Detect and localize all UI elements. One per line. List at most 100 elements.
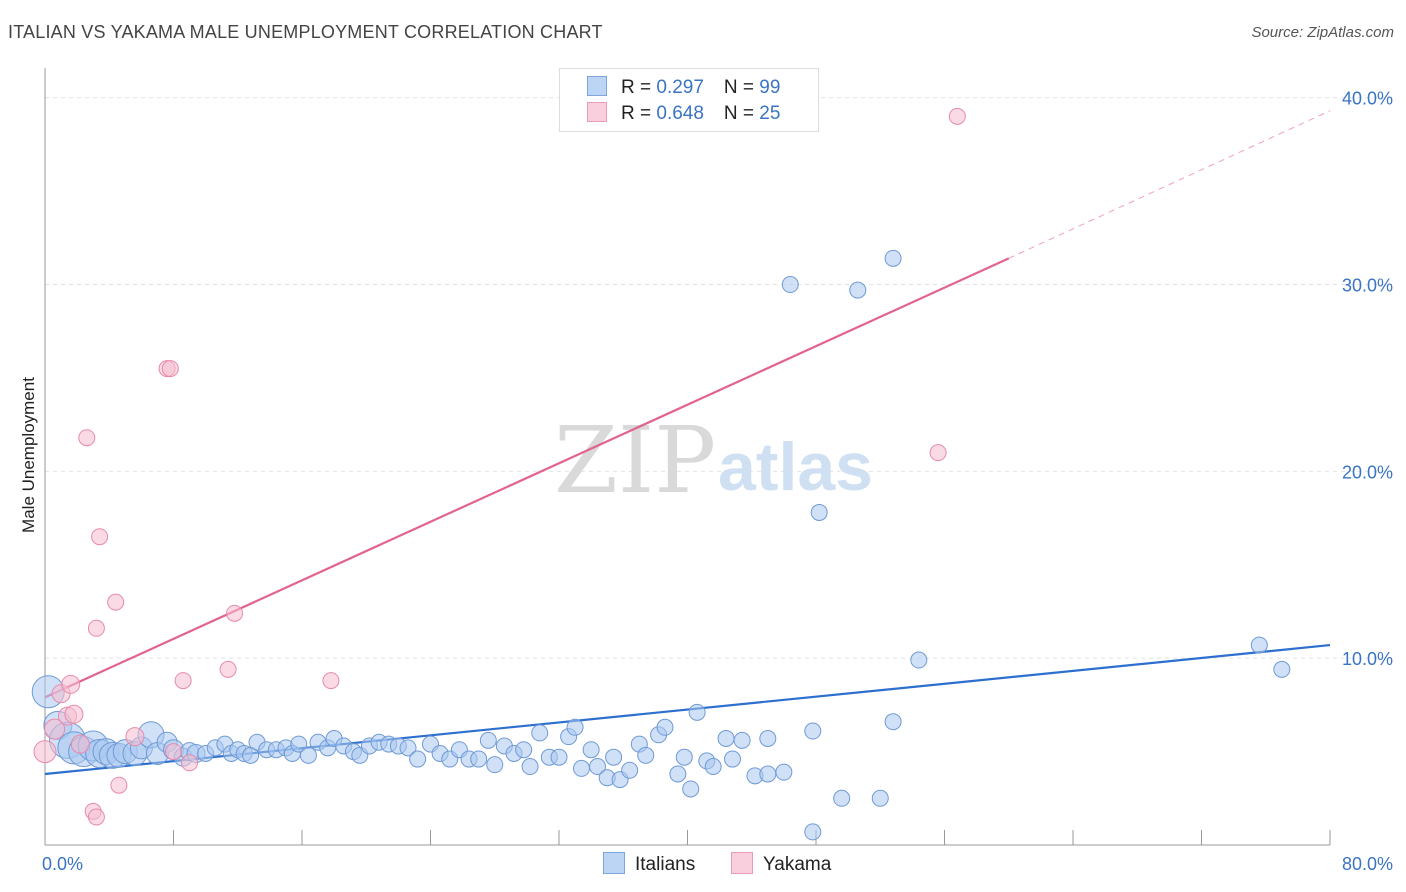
- point-italians: [733, 731, 751, 749]
- point-yakama: [78, 429, 96, 447]
- legend-r-value: 0.648: [656, 103, 704, 124]
- point-italians: [299, 746, 317, 764]
- point-yakama: [161, 360, 179, 378]
- point-italians: [675, 748, 693, 766]
- legend: R = 0.297 N = 99 R = 0.648 N = 25: [559, 68, 819, 132]
- point-yakama: [33, 740, 57, 764]
- point-italians: [884, 713, 902, 731]
- point-yakama: [226, 604, 244, 622]
- point-italians: [804, 823, 822, 841]
- y-axis-label: Male Unemployment: [19, 377, 38, 533]
- trendline-extension-yakama: [1008, 110, 1331, 259]
- x-tick-label: 0.0%: [42, 854, 83, 874]
- point-italians: [582, 741, 600, 759]
- point-italians: [290, 735, 308, 753]
- point-italians: [566, 718, 584, 736]
- point-italians: [550, 748, 568, 766]
- bottom-legend-label-yakama: Yakama: [763, 854, 832, 875]
- point-yakama: [64, 704, 84, 724]
- point-italians: [804, 722, 822, 740]
- point-yakama: [87, 808, 105, 826]
- point-italians: [810, 503, 828, 521]
- point-italians: [1273, 660, 1291, 678]
- legend-n-label: N =: [723, 103, 760, 124]
- watermark-atlas: atlas: [718, 429, 873, 505]
- point-italians: [515, 741, 533, 759]
- point-italians: [910, 651, 928, 669]
- legend-n-label: N =: [723, 77, 760, 98]
- y-tick-label: 40.0%: [1342, 89, 1393, 109]
- point-italians: [781, 276, 799, 294]
- chart-title: ITALIAN VS YAKAMA MALE UNEMPLOYMENT CORR…: [8, 22, 603, 42]
- bottom-legend-yakama: Yakama: [731, 852, 831, 876]
- y-tick-label: 30.0%: [1342, 276, 1393, 296]
- point-italians: [521, 758, 539, 776]
- legend-item-yakama: R = 0.648 N = 25: [587, 102, 780, 126]
- point-italians: [884, 249, 902, 267]
- point-italians: [775, 763, 793, 781]
- point-italians: [833, 789, 851, 807]
- y-tick-label: 10.0%: [1342, 649, 1393, 669]
- point-yakama: [322, 672, 340, 690]
- bottom-legend-swatch-yakama: [731, 852, 753, 874]
- point-italians: [409, 750, 427, 768]
- point-italians: [637, 746, 655, 764]
- point-italians: [399, 739, 417, 757]
- grid-lines: [45, 97, 1392, 659]
- bottom-legend-label-italians: Italians: [635, 854, 696, 875]
- legend-swatch-yakama: [587, 102, 607, 122]
- bottom-legend-swatch-italians: [603, 852, 625, 874]
- source-label: Source: ZipAtlas.com: [1251, 24, 1394, 41]
- point-italians: [479, 731, 497, 749]
- point-yakama: [70, 734, 90, 754]
- y-tick-label: 20.0%: [1342, 462, 1393, 482]
- point-italians: [682, 780, 700, 798]
- point-italians: [688, 703, 706, 721]
- point-yakama: [87, 619, 105, 637]
- legend-item-italians: R = 0.297 N = 99: [587, 76, 780, 100]
- legend-n-value: 25: [759, 103, 781, 124]
- point-italians: [605, 748, 623, 766]
- point-yakama: [174, 672, 192, 690]
- point-italians: [723, 750, 741, 768]
- legend-r-value: 0.297: [656, 77, 704, 98]
- point-italians: [656, 718, 674, 736]
- point-yakama: [110, 776, 128, 794]
- point-italians: [704, 758, 722, 776]
- legend-swatch-italians: [587, 76, 607, 96]
- point-yakama: [125, 727, 145, 747]
- point-yakama: [44, 718, 66, 740]
- point-yakama: [948, 107, 966, 125]
- point-yakama: [219, 660, 237, 678]
- point-italians: [589, 758, 607, 776]
- point-italians: [621, 761, 639, 779]
- bottom-legend-italians: Italians: [603, 852, 695, 876]
- point-italians: [871, 789, 889, 807]
- watermark: ZIP atlas: [554, 407, 873, 514]
- point-italians: [1250, 636, 1268, 654]
- point-italians: [486, 756, 504, 774]
- point-italians: [572, 759, 590, 777]
- legend-r-label: R =: [621, 77, 657, 98]
- point-italians: [759, 730, 777, 748]
- x-tick-label: 80.0%: [1342, 854, 1393, 874]
- tick-labels: 10.0% 20.0% 30.0% 40.0% 0.0% 80.0%: [42, 89, 1393, 874]
- point-yakama: [181, 754, 199, 772]
- point-yakama: [107, 593, 125, 611]
- point-italians: [669, 765, 687, 783]
- axes: [44, 68, 1331, 846]
- point-italians: [531, 724, 549, 742]
- legend-n-value: 99: [759, 77, 781, 98]
- point-yakama: [91, 528, 109, 546]
- point-italians: [470, 750, 488, 768]
- point-italians: [849, 281, 867, 299]
- legend-r-label: R =: [621, 103, 657, 124]
- point-italians: [759, 765, 777, 783]
- point-yakama: [61, 674, 81, 694]
- watermark-zip: ZIP: [554, 407, 716, 514]
- point-yakama: [165, 743, 182, 761]
- point-yakama: [929, 444, 947, 462]
- data-points: [31, 107, 1291, 841]
- point-italians: [717, 730, 735, 748]
